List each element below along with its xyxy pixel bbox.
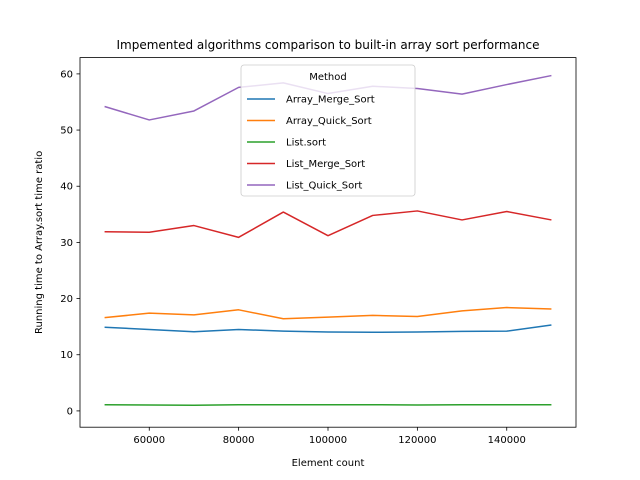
series-line-list-merge-sort [104,210,552,239]
y-tick-label: 30 [60,238,73,249]
legend-title: Method [309,72,347,83]
y-tick-label: 50 [60,126,73,137]
y-tick-label: 0 [67,406,73,417]
y-axis-title: Running time to Array.sort time ratio [34,151,45,334]
x-tick-label: 80000 [223,435,255,446]
plot-frame [79,57,577,428]
x-tick-label: 60000 [133,435,165,446]
legend-label-array-quick-sort: Array_Quick_Sort [286,116,372,127]
series-line-array-quick-sort [104,306,552,320]
legend-box [240,64,416,197]
legend-label-list-sort: List.sort [286,138,326,149]
legend-label-list-merge-sort: List_Merge_Sort [286,159,365,170]
y-tick-label: 20 [60,294,73,305]
legend-label-list-quick-sort: List_Quick_Sort [286,181,362,192]
y-tick-label: 10 [60,350,73,361]
axis-ticks: 60000 80000 100000 120000 140000 0 10 20 30 40 50 6… [60,69,526,446]
x-tick-label: 120000 [398,435,436,446]
legend: Method Array_Merge_Sort Array_Quick_Sort L… [240,64,416,197]
x-tick-label: 140000 [488,435,526,446]
y-tick-label: 40 [60,182,73,193]
y-tick-label: 60 [60,69,73,80]
series-line-list-sort [104,403,552,407]
x-axis-title: Element count [292,458,365,469]
chart-title: Impemented algorithms comparison to buil… [116,38,539,52]
series-line-array-merge-sort [104,324,552,334]
legend-entries: Array_Merge_Sort Array_Quick_Sort List.sor… [247,95,375,192]
x-tick-label: 100000 [309,435,347,446]
legend-label-array-merge-sort: Array_Merge_Sort [286,95,375,106]
